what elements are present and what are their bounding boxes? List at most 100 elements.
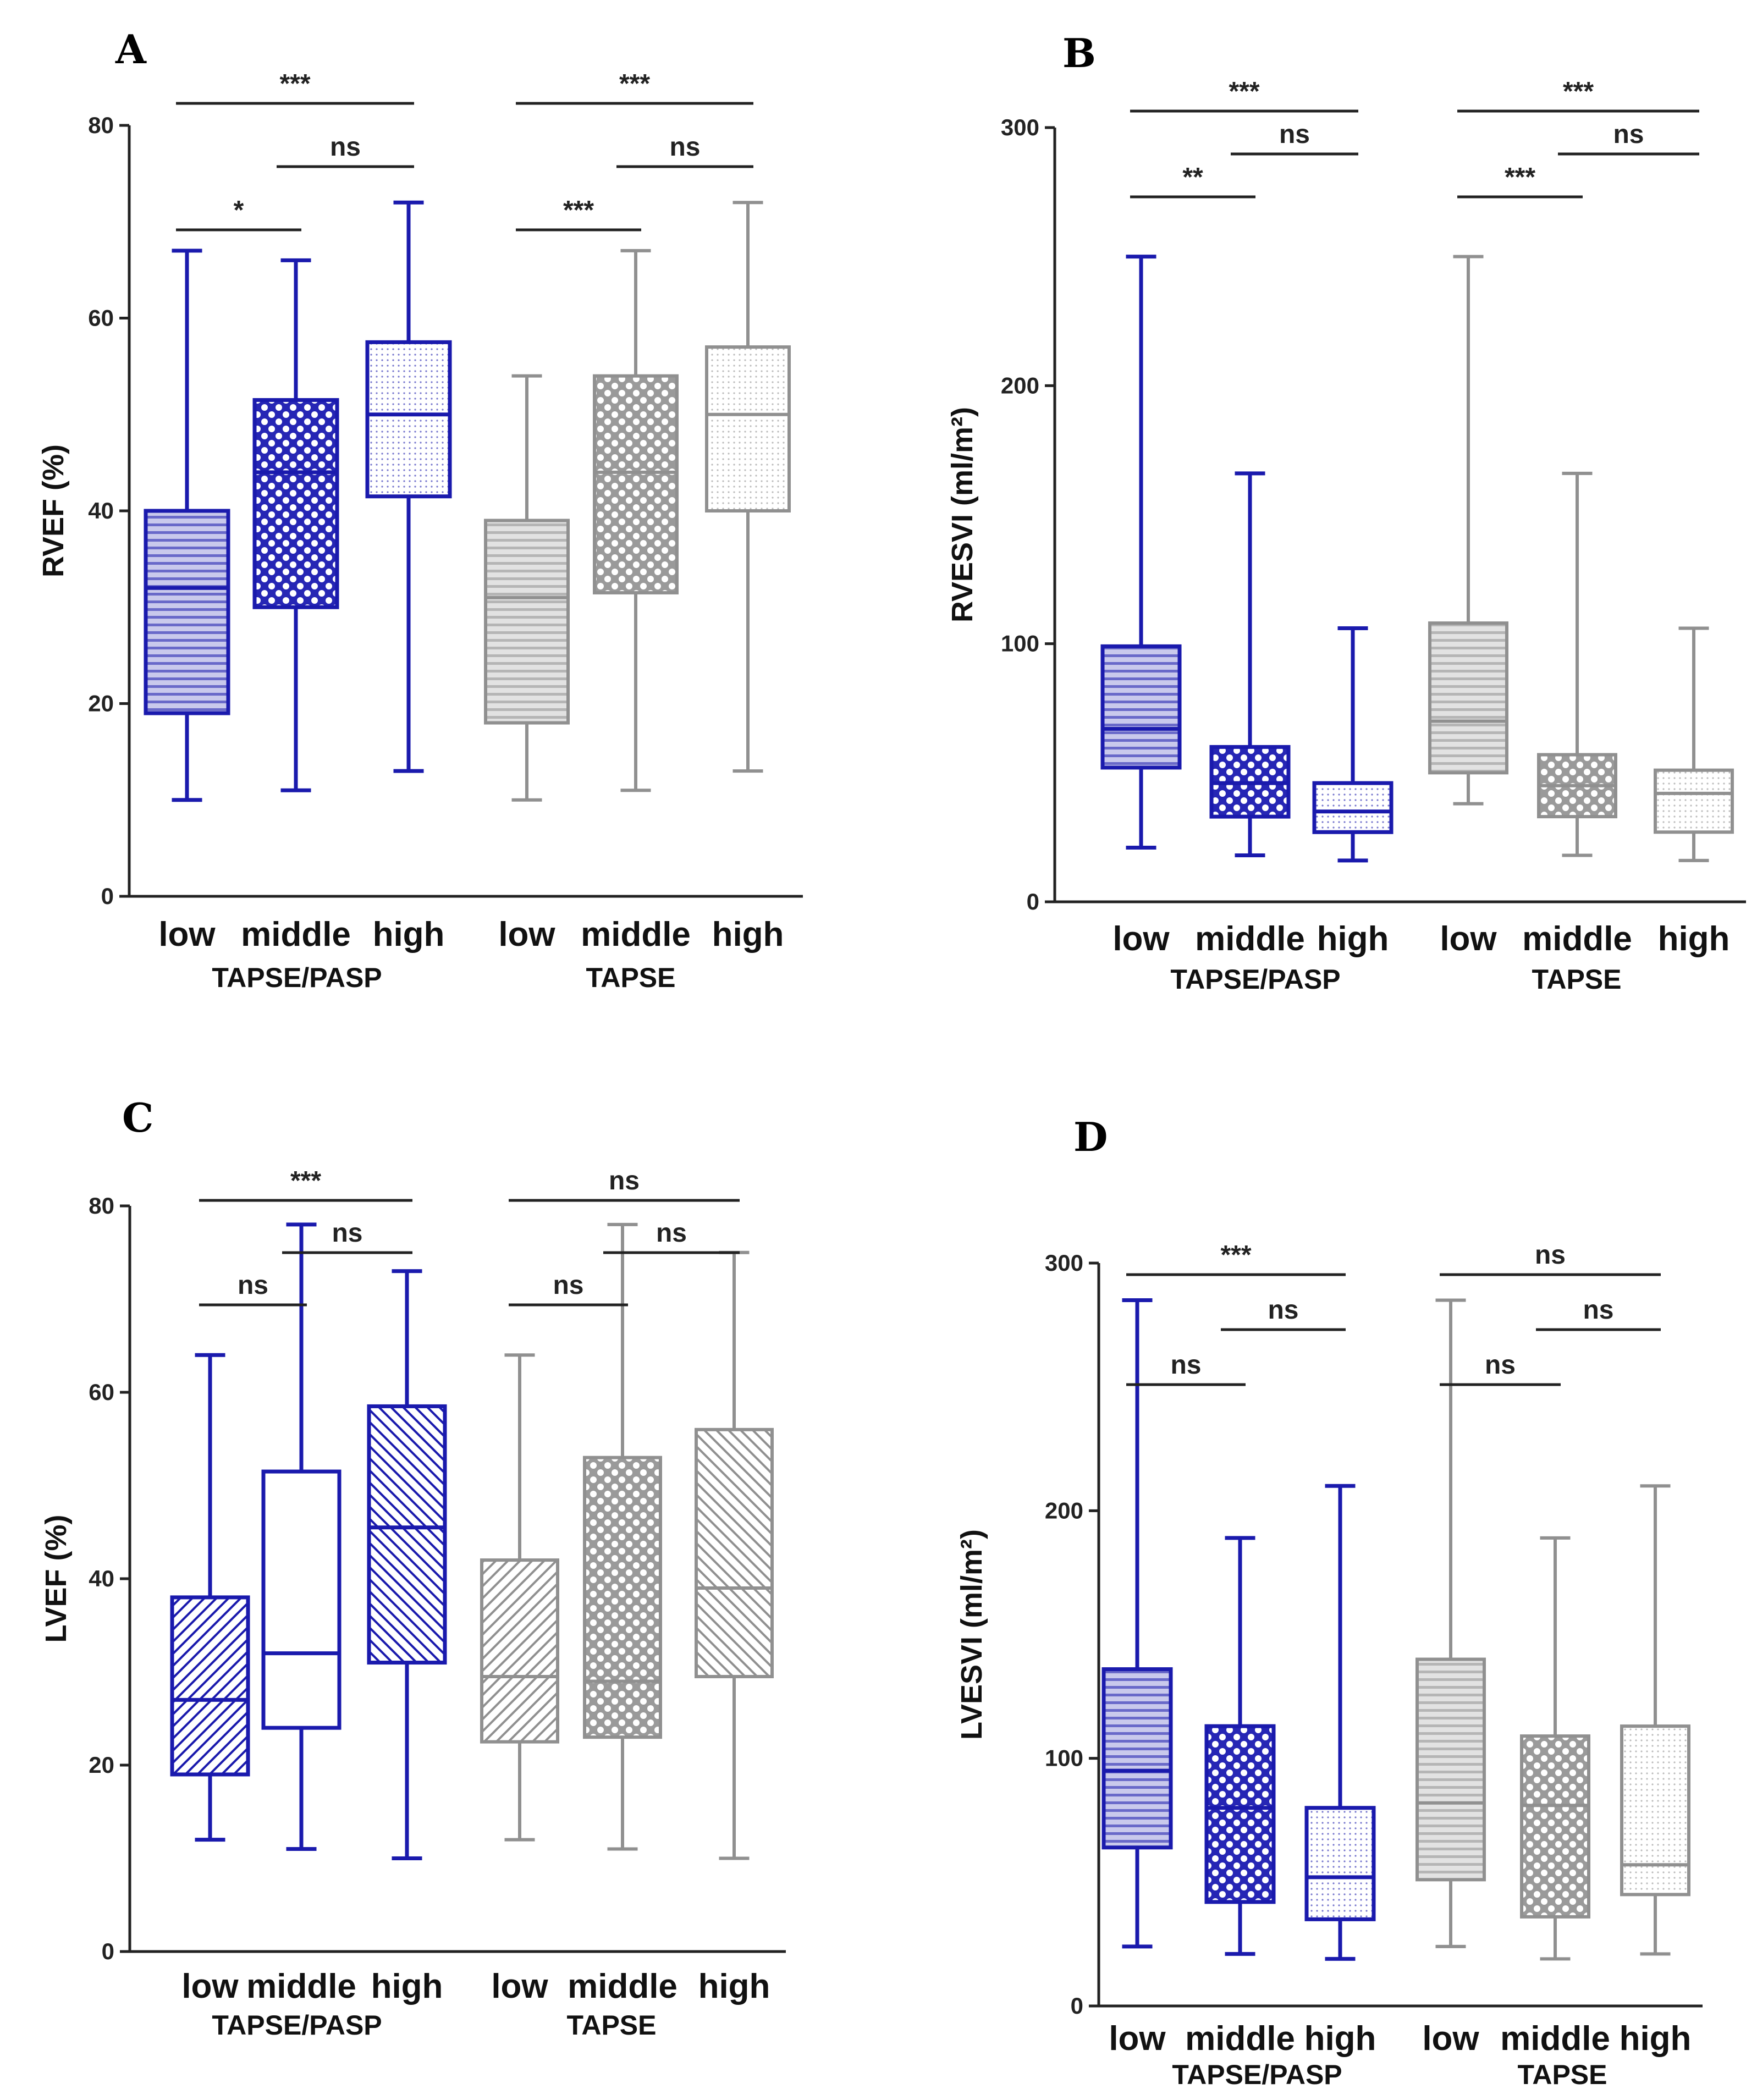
y-tick-label: 20 bbox=[89, 1752, 114, 1778]
box-tapse-pasp-middle bbox=[261, 1222, 342, 1851]
iqr-box bbox=[1304, 1806, 1376, 1921]
iqr-box bbox=[593, 374, 679, 594]
iqr-box bbox=[1101, 1667, 1173, 1850]
x-category-label: low bbox=[181, 1967, 239, 2005]
x-group-label: TAPSE bbox=[567, 2010, 657, 2041]
x-category-label: high bbox=[373, 916, 445, 953]
significance-label: *** bbox=[1220, 1241, 1251, 1270]
y-axis-label: LVESVI (ml/m²) bbox=[955, 1529, 988, 1740]
box-tapse-pasp-low bbox=[1101, 1298, 1173, 1949]
significance-bracket: * bbox=[176, 196, 301, 232]
significance-bracket: ns bbox=[282, 1219, 412, 1254]
x-category-label: middle bbox=[1522, 920, 1632, 958]
significance-bracket: *** bbox=[516, 69, 753, 105]
box-tapse-high bbox=[705, 201, 791, 773]
y-tick-label: 60 bbox=[89, 1379, 114, 1405]
box-tapse-high bbox=[695, 1250, 774, 1860]
x-category-label: high bbox=[698, 1967, 770, 2005]
significance-label: ns bbox=[1485, 1351, 1516, 1380]
box-tapse-middle bbox=[583, 1222, 662, 1851]
y-axis-label: LVEF (%) bbox=[40, 1515, 73, 1643]
significance-bracket: ns bbox=[1440, 1351, 1561, 1386]
box-tapse-pasp-high bbox=[365, 200, 452, 773]
box-tapse-pasp-low bbox=[144, 249, 230, 802]
box-tapse-pasp-low bbox=[170, 1353, 250, 1842]
x-category-label: high bbox=[1304, 2020, 1376, 2058]
x-group-label: TAPSE bbox=[1532, 964, 1622, 995]
significance-label: ns bbox=[1170, 1351, 1201, 1380]
iqr-box bbox=[484, 519, 570, 725]
y-tick-label: 100 bbox=[1045, 1745, 1083, 1771]
x-category-label: low bbox=[1422, 2020, 1479, 2058]
x-category-label: middle bbox=[1500, 2020, 1610, 2058]
significance-label: ns bbox=[609, 1166, 640, 1195]
x-category-label: middle bbox=[241, 916, 351, 953]
significance-label: *** bbox=[1563, 77, 1594, 106]
significance-bracket: *** bbox=[516, 196, 641, 232]
iqr-box bbox=[1415, 1657, 1486, 1882]
panel-a: A 0 20 40 60 80 RVEF (%) low middle high low middle… bbox=[37, 26, 803, 993]
iqr-box bbox=[261, 1469, 342, 1730]
significance-label: ns bbox=[1268, 1296, 1298, 1325]
y-tick-label: 200 bbox=[1045, 1497, 1083, 1523]
x-category-label: middle bbox=[1195, 920, 1305, 958]
y-tick-label: 200 bbox=[1001, 372, 1039, 398]
significance-bracket: ns bbox=[1221, 1296, 1346, 1331]
significance-bracket: ns bbox=[1231, 120, 1358, 156]
y-axis-label: RVESVI (ml/m²) bbox=[946, 407, 979, 622]
significance-bracket: ns bbox=[509, 1166, 740, 1202]
iqr-box bbox=[1520, 1734, 1590, 1919]
iqr-box bbox=[252, 398, 339, 609]
significance-bracket: ns bbox=[277, 133, 414, 168]
x-category-label: low bbox=[1440, 920, 1497, 958]
significance-label: ns bbox=[1583, 1296, 1613, 1325]
significance-bracket: ns bbox=[1440, 1241, 1661, 1276]
x-category-label: high bbox=[1658, 920, 1730, 958]
significance-bracket: *** bbox=[1457, 163, 1583, 199]
significance-bracket: ns bbox=[509, 1271, 628, 1307]
iqr-box bbox=[1204, 1724, 1276, 1904]
panel-letter: B bbox=[1062, 30, 1096, 76]
box-tapse-high bbox=[1620, 1484, 1690, 1956]
significance-label: ns bbox=[330, 133, 361, 162]
y-tick-label: 0 bbox=[102, 1938, 114, 1964]
x-group-label: TAPSE bbox=[586, 962, 676, 993]
box-tapse-pasp-high bbox=[1312, 626, 1394, 863]
x-category-label: low bbox=[158, 916, 216, 953]
x-category-label: middle bbox=[246, 1967, 356, 2005]
y-tick-label: 60 bbox=[88, 305, 114, 331]
x-category-label: low bbox=[491, 1967, 548, 2005]
y-axis-label: RVEF (%) bbox=[37, 444, 70, 577]
x-group-label: TAPSE/PASP bbox=[212, 2010, 382, 2041]
box-tapse-pasp-middle bbox=[1204, 1536, 1276, 1956]
y-tick-label: 80 bbox=[88, 112, 114, 138]
box-tapse-low bbox=[1415, 1298, 1486, 1948]
iqr-box bbox=[480, 1558, 559, 1744]
x-category-label: high bbox=[712, 916, 784, 953]
significance-bracket: *** bbox=[1457, 77, 1699, 113]
iqr-box bbox=[365, 340, 452, 499]
iqr-box bbox=[144, 509, 230, 715]
iqr-box bbox=[1100, 644, 1182, 770]
box-tapse-low bbox=[480, 1353, 559, 1842]
significance-bracket: *** bbox=[199, 1166, 412, 1202]
x-category-label: middle bbox=[568, 1967, 678, 2005]
iqr-box bbox=[695, 1427, 774, 1678]
significance-label: ns bbox=[669, 133, 700, 162]
y-tick-label: 0 bbox=[1071, 1993, 1083, 2019]
significance-label: ns bbox=[553, 1271, 583, 1300]
x-group-label: TAPSE/PASP bbox=[1170, 964, 1340, 995]
x-category-label: low bbox=[1109, 2020, 1166, 2058]
box-tapse-middle bbox=[1537, 471, 1617, 857]
iqr-box bbox=[170, 1595, 250, 1777]
iqr-box bbox=[705, 345, 791, 512]
iqr-box bbox=[1654, 768, 1734, 834]
iqr-box bbox=[367, 1404, 447, 1665]
panel-letter: C bbox=[122, 1094, 153, 1141]
x-category-label: high bbox=[371, 1967, 443, 2005]
x-category-label: high bbox=[1317, 920, 1389, 958]
significance-label: ns bbox=[656, 1219, 687, 1248]
significance-label: *** bbox=[1229, 77, 1259, 106]
